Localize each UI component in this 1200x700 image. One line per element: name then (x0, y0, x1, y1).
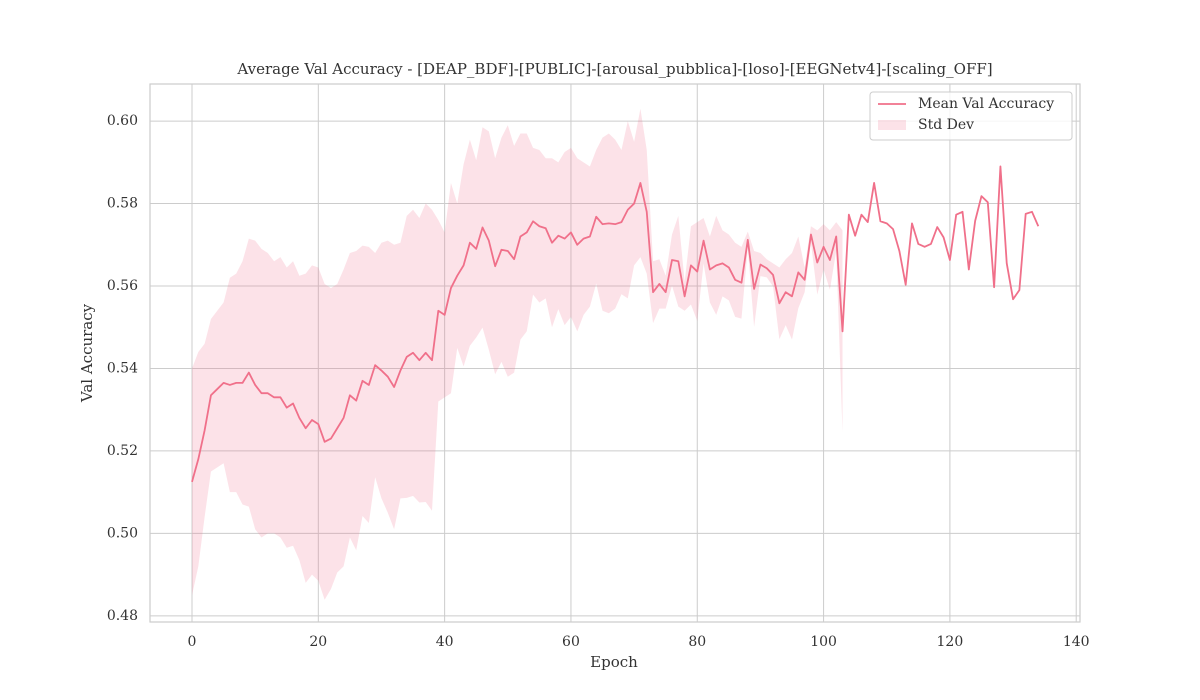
y-axis-label: Val Accuracy (78, 303, 96, 403)
x-tick-label: 80 (688, 634, 706, 650)
y-tick-label: 0.60 (107, 113, 138, 129)
legend-label: Std Dev (918, 117, 974, 133)
y-tick-label: 0.54 (107, 360, 138, 376)
chart-title: Average Val Accuracy - [DEAP_BDF]-[PUBLI… (236, 60, 992, 78)
legend-box (869, 91, 1073, 141)
x-tick-label: 0 (188, 634, 197, 650)
x-tick-label: 120 (937, 634, 964, 650)
legend-patch (878, 120, 906, 130)
x-tick-label: 140 (1063, 634, 1090, 650)
y-tick-label: 0.56 (107, 278, 138, 294)
plot-frame (149, 83, 1081, 623)
y-tick-label: 0.50 (107, 525, 138, 541)
line (191, 165, 1040, 483)
legend-label: Mean Val Accuracy (918, 96, 1054, 112)
x-axis-label: Epoch (590, 653, 638, 671)
x-tick-label: 40 (436, 634, 454, 650)
y-tick-label: 0.58 (107, 196, 138, 212)
x-tick-label: 20 (309, 634, 327, 650)
x-tick-label: 100 (810, 634, 837, 650)
y-tick-label: 0.48 (107, 608, 138, 624)
std-band (192, 108, 843, 600)
x-tick-label: 60 (562, 634, 580, 650)
y-tick-label: 0.52 (107, 443, 138, 459)
